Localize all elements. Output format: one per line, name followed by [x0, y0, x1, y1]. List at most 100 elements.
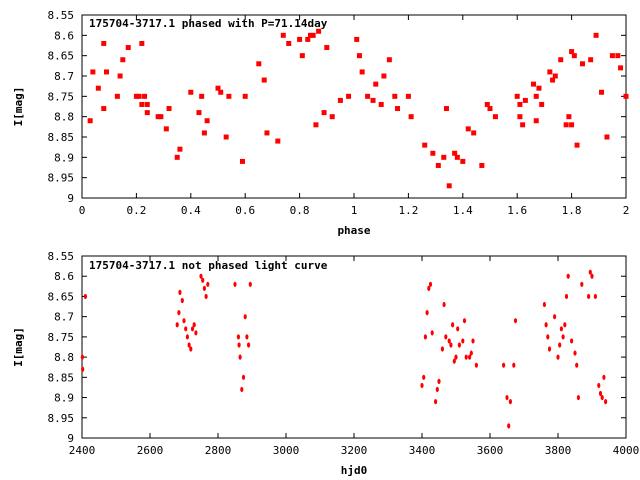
y-tick-label: 8.85 — [48, 131, 75, 144]
data-point — [114, 93, 120, 99]
data-point — [428, 281, 433, 287]
data-point — [392, 93, 398, 99]
data-point — [569, 49, 575, 55]
data-point — [142, 93, 148, 99]
data-point — [324, 45, 330, 51]
y-tick-label: 8.7 — [54, 70, 74, 83]
data-point — [440, 346, 444, 352]
data-point — [457, 342, 461, 348]
data-point — [199, 273, 203, 279]
data-point — [465, 126, 471, 132]
data-point — [422, 142, 428, 148]
data-point — [192, 322, 196, 328]
data-point — [286, 40, 292, 46]
data-point — [202, 285, 206, 291]
y-tick-label: 8.95 — [48, 172, 75, 185]
data-point — [542, 301, 547, 308]
data-point — [502, 362, 506, 368]
data-point — [571, 53, 577, 59]
data-point — [307, 32, 313, 38]
data-point — [533, 93, 539, 99]
data-point — [469, 350, 473, 356]
data-point — [381, 73, 387, 79]
data-point — [597, 382, 601, 389]
data-point — [236, 334, 240, 340]
data-point — [604, 399, 608, 405]
data-point — [553, 314, 557, 320]
data-point — [479, 162, 485, 168]
data-point — [299, 53, 305, 59]
data-point — [196, 110, 202, 116]
data-point — [354, 36, 360, 42]
x-tick-label: 1.8 — [562, 204, 582, 217]
x-tick-label: 1 — [351, 204, 358, 217]
data-point — [588, 269, 592, 275]
data-point — [80, 354, 84, 360]
data-point — [223, 134, 229, 140]
data-point — [378, 101, 384, 107]
data-point — [188, 89, 194, 95]
data-point — [190, 326, 195, 332]
y-tick-label: 8.6 — [54, 270, 74, 283]
data-point — [449, 342, 453, 348]
y-tick-label: 8.75 — [48, 331, 75, 344]
data-point — [430, 330, 434, 336]
data-point — [471, 130, 477, 136]
x-tick-label: 3800 — [545, 444, 572, 457]
data-point — [566, 273, 570, 279]
data-point — [544, 322, 548, 328]
unphased-light-curve-chart: 2400 2600 2800 3000 3200 3400 3600 3800 4000 8.55… — [12, 250, 639, 477]
data-point — [514, 93, 520, 99]
y-tick-label: 8.8 — [54, 111, 74, 124]
phased-chart-title: 175704-3717.1 phased with P=71.14day — [89, 17, 328, 30]
data-point — [576, 394, 581, 401]
data-point — [370, 97, 376, 103]
data-point — [359, 69, 365, 75]
data-point — [425, 310, 429, 316]
data-point — [239, 158, 245, 164]
data-point — [201, 277, 205, 283]
data-point — [454, 154, 460, 160]
x-tick-label: 0.2 — [126, 204, 146, 217]
data-point — [365, 93, 371, 99]
data-point — [552, 73, 558, 79]
data-point — [464, 354, 468, 360]
data-point — [247, 342, 251, 348]
y-tick-label: 8.7 — [54, 311, 74, 324]
data-point — [245, 334, 249, 340]
data-point — [468, 354, 472, 360]
data-point — [517, 114, 523, 120]
data-point — [615, 53, 621, 59]
data-point — [600, 394, 604, 401]
data-point — [460, 158, 466, 164]
data-point — [275, 138, 281, 144]
data-point — [373, 81, 379, 87]
data-point — [243, 314, 247, 320]
data-point — [573, 350, 577, 356]
data-point — [484, 101, 490, 107]
data-point — [618, 65, 624, 71]
data-point — [187, 342, 191, 348]
data-point — [517, 101, 523, 107]
data-point — [133, 93, 139, 99]
data-point — [546, 334, 550, 340]
data-point — [563, 122, 569, 128]
data-point — [561, 334, 565, 340]
data-point — [321, 110, 327, 116]
data-point — [215, 85, 221, 91]
data-point — [233, 281, 237, 287]
data-point — [174, 154, 180, 160]
data-point — [556, 354, 560, 360]
x-tick-label: 1.2 — [398, 204, 418, 217]
data-point — [237, 342, 241, 348]
data-point — [261, 77, 267, 83]
data-point — [177, 310, 181, 316]
data-point — [189, 346, 193, 352]
data-point — [297, 36, 303, 42]
data-point — [461, 338, 465, 344]
data-point — [539, 101, 545, 107]
x-axis-label: phase — [337, 224, 370, 237]
data-point — [593, 32, 599, 38]
data-point — [536, 85, 542, 91]
y-tick-label: 8.8 — [54, 351, 74, 364]
